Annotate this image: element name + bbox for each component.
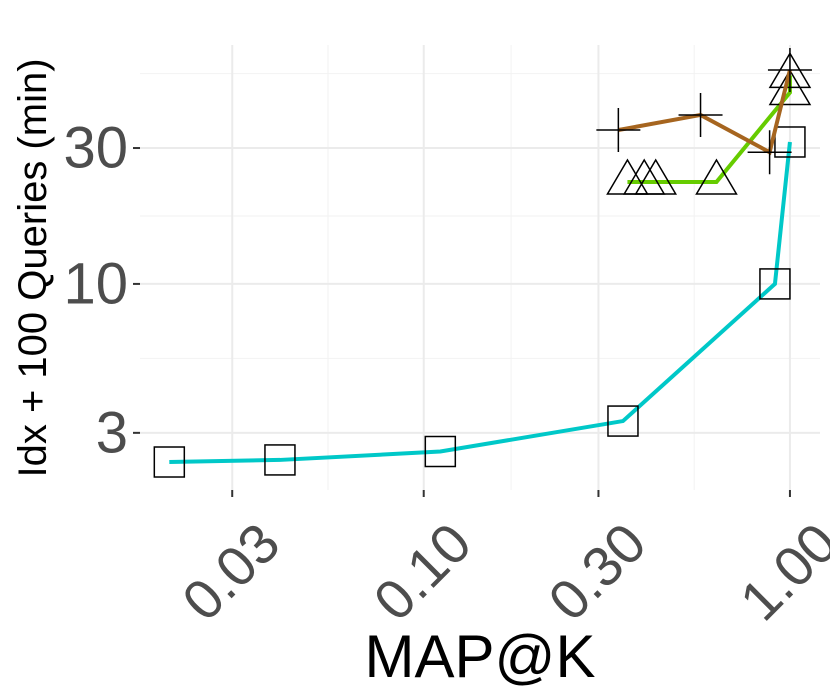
series-line	[169, 141, 792, 465]
marker	[634, 158, 678, 195]
marker	[767, 47, 812, 92]
panel	[140, 45, 820, 490]
x-tick-label: 0.10	[361, 511, 483, 633]
marker	[678, 92, 723, 137]
x-tick-label: 0.03	[170, 511, 292, 633]
y-tick-label: 30	[63, 116, 128, 181]
y-tick-label: 10	[63, 251, 128, 316]
marker	[747, 130, 792, 175]
marker	[607, 405, 639, 437]
x-tick-label: 1.00	[728, 511, 830, 633]
marker	[264, 444, 296, 476]
marker	[596, 108, 641, 153]
x-tick-label: 0.30	[536, 511, 658, 633]
marker	[774, 126, 806, 158]
y-axis-title: Idx + 100 Queries (min)	[11, 58, 55, 477]
marker	[424, 435, 457, 468]
marker	[759, 268, 791, 300]
y-tick-label: 3	[96, 400, 128, 465]
marker	[153, 446, 186, 478]
marker	[695, 158, 738, 195]
x-axis-title: MAP@K	[365, 623, 596, 690]
series-line	[617, 69, 792, 156]
